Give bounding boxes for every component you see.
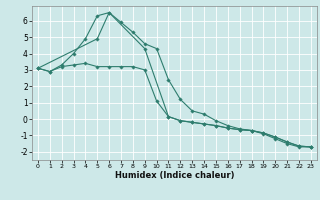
X-axis label: Humidex (Indice chaleur): Humidex (Indice chaleur) [115, 171, 234, 180]
